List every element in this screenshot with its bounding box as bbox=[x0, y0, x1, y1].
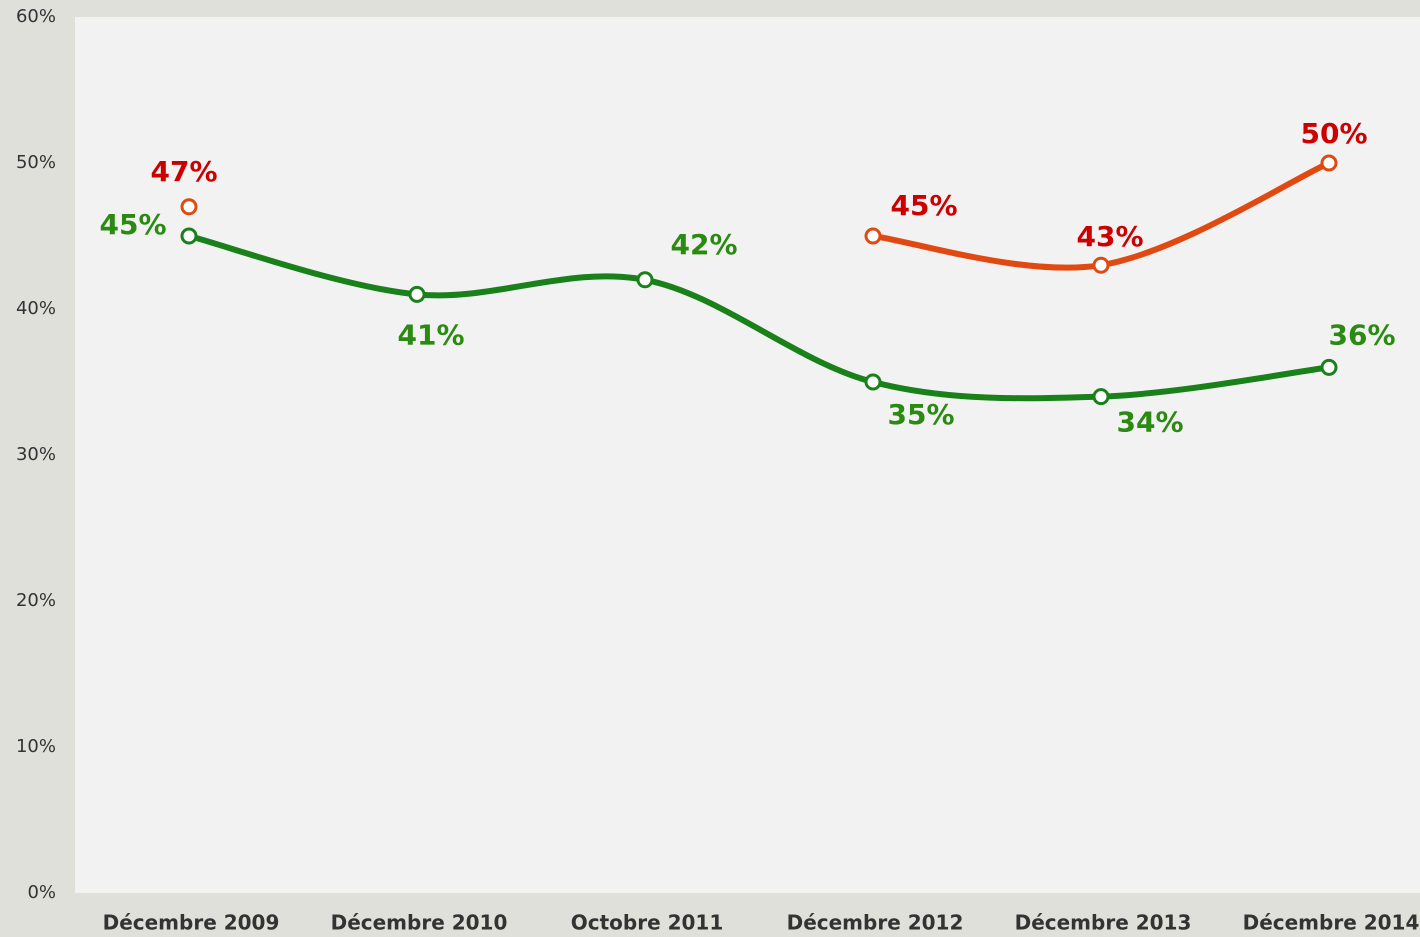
x-tick-label: Décembre 2009 bbox=[103, 911, 280, 935]
data-point bbox=[864, 373, 882, 391]
x-tick-label: Octobre 2011 bbox=[571, 911, 724, 935]
data-label: 35% bbox=[887, 398, 954, 431]
data-point bbox=[1092, 256, 1110, 274]
data-point bbox=[1092, 388, 1110, 406]
data-label: 47% bbox=[150, 155, 217, 188]
x-tick-label: Décembre 2010 bbox=[331, 911, 508, 935]
data-point bbox=[180, 198, 198, 216]
data-label: 42% bbox=[670, 228, 737, 261]
data-label: 43% bbox=[1076, 220, 1143, 253]
data-label: 41% bbox=[397, 318, 464, 351]
data-label: 45% bbox=[99, 208, 166, 241]
data-label: 34% bbox=[1116, 406, 1183, 439]
data-label: 36% bbox=[1328, 318, 1395, 351]
x-tick-label: Décembre 2012 bbox=[787, 911, 964, 935]
y-tick-label: 60% bbox=[16, 6, 56, 27]
y-tick-label: 40% bbox=[16, 298, 56, 319]
data-point bbox=[1320, 358, 1338, 376]
data-label: 45% bbox=[890, 189, 957, 222]
x-tick-label: Décembre 2014 bbox=[1243, 911, 1420, 935]
plot-area bbox=[75, 17, 1420, 893]
data-point bbox=[864, 227, 882, 245]
y-tick-label: 20% bbox=[16, 590, 56, 611]
data-point bbox=[1320, 154, 1338, 172]
data-point bbox=[180, 227, 198, 245]
y-tick-label: 50% bbox=[16, 152, 56, 173]
y-tick-label: 10% bbox=[16, 736, 56, 757]
y-tick-label: 30% bbox=[16, 444, 56, 465]
data-label: 50% bbox=[1300, 117, 1367, 150]
data-point bbox=[408, 285, 426, 303]
series-line bbox=[186, 233, 1332, 402]
y-tick-label: 0% bbox=[27, 882, 56, 903]
data-point bbox=[636, 271, 654, 289]
x-tick-label: Décembre 2013 bbox=[1015, 911, 1192, 935]
